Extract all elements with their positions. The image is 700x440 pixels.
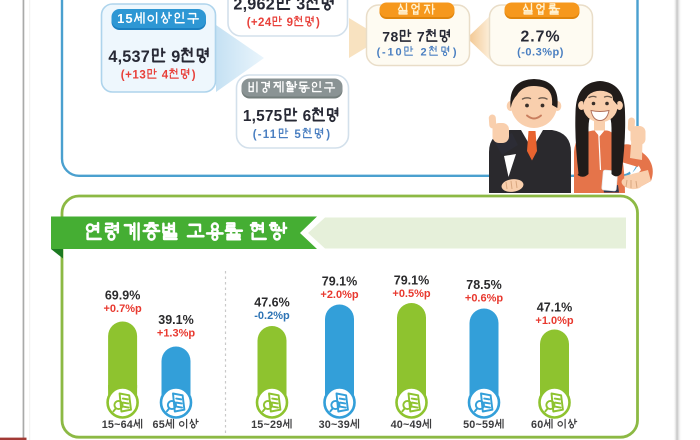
svg-text:1,575: 1,575 [243, 108, 283, 125]
svg-text:65: 65 [153, 419, 165, 431]
svg-text:2: 2 [421, 47, 429, 59]
svg-text:(+24: (+24 [247, 17, 272, 29]
svg-text:+2.0%p: +2.0%p [320, 289, 358, 301]
svg-text:4: 4 [162, 70, 169, 82]
svg-text:): ) [192, 70, 196, 82]
svg-text:79.1%: 79.1% [394, 274, 429, 288]
svg-text:(-10: (-10 [377, 47, 404, 59]
svg-text:9: 9 [287, 17, 294, 29]
svg-text:40~49: 40~49 [391, 419, 422, 431]
svg-text:2,962: 2,962 [233, 0, 275, 14]
svg-text:): ) [316, 17, 320, 29]
svg-text:3: 3 [296, 0, 305, 14]
svg-text:79.1%: 79.1% [322, 275, 357, 289]
svg-text:+0.7%p: +0.7%p [103, 303, 141, 315]
svg-text:69.9%: 69.9% [105, 289, 140, 303]
svg-text:78.5%: 78.5% [466, 278, 501, 292]
svg-text:-0.2%p: -0.2%p [254, 310, 290, 322]
svg-text:39.1%: 39.1% [158, 313, 193, 327]
svg-text:50~59: 50~59 [463, 419, 494, 431]
svg-text:+1.0%p: +1.0%p [535, 315, 573, 327]
svg-text:78: 78 [382, 29, 399, 45]
svg-text:47.1%: 47.1% [537, 301, 572, 315]
svg-text:): ) [453, 47, 458, 59]
svg-text:15~29: 15~29 [251, 419, 282, 431]
svg-text:15~64: 15~64 [102, 419, 133, 431]
svg-text:4,537: 4,537 [108, 48, 150, 66]
svg-text:+1.3%p: +1.3%p [157, 327, 195, 339]
svg-text:7: 7 [417, 29, 425, 45]
svg-text:5: 5 [294, 129, 302, 141]
svg-text:(-0.3%p): (-0.3%p) [517, 47, 564, 59]
svg-text:+0.6%p: +0.6%p [465, 292, 503, 304]
svg-text:2.7%: 2.7% [520, 29, 560, 46]
svg-text:+0.5%p: +0.5%p [392, 288, 430, 300]
svg-text:(+13: (+13 [121, 70, 147, 82]
svg-text:6: 6 [303, 108, 312, 125]
svg-text:9: 9 [171, 48, 180, 66]
svg-text:30~39: 30~39 [319, 419, 350, 431]
svg-text:(-11: (-11 [253, 129, 278, 141]
svg-text:): ) [326, 129, 331, 141]
svg-text:47.6%: 47.6% [254, 296, 289, 310]
svg-text:15: 15 [117, 11, 133, 26]
svg-text:60: 60 [531, 419, 543, 431]
